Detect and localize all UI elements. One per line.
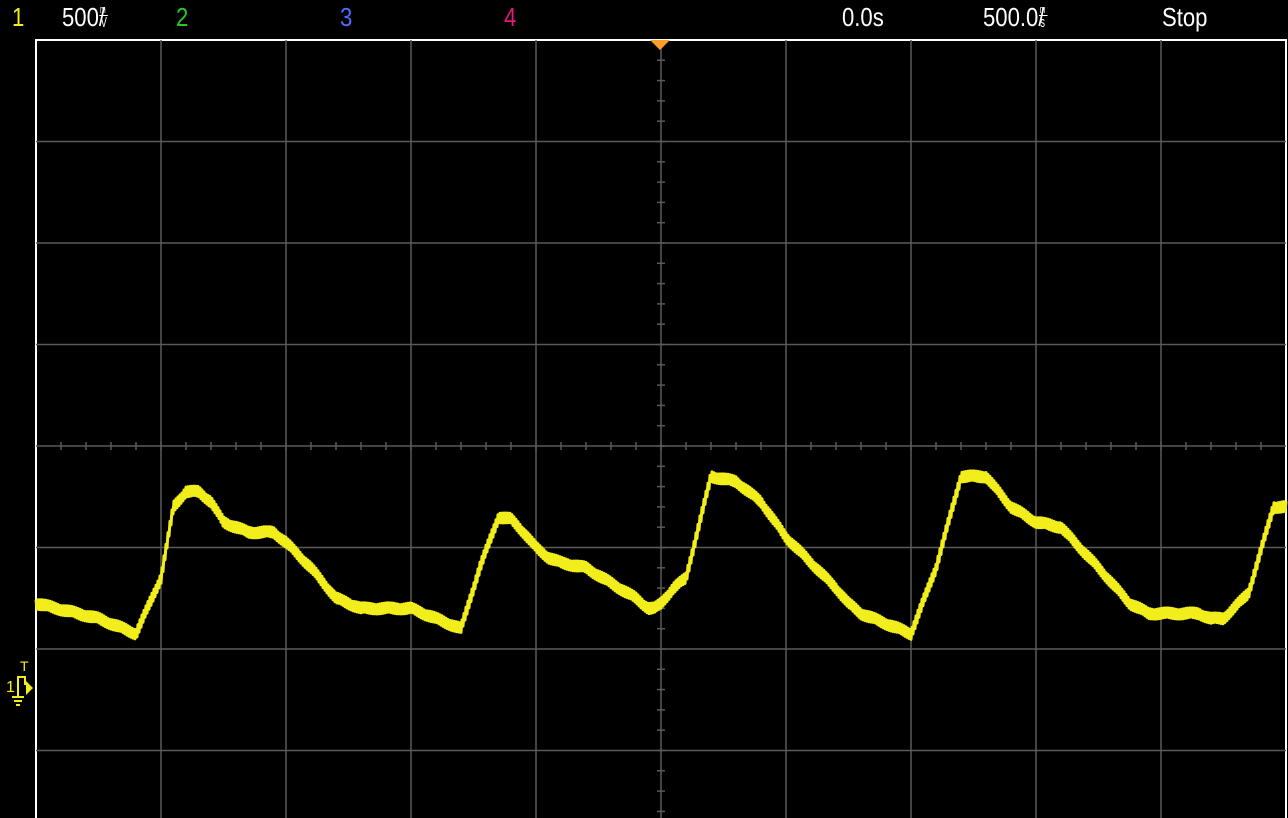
graticule (35, 39, 1287, 818)
timebase-value: 500.0 (983, 2, 1039, 32)
ch1-trace (34, 469, 1288, 641)
ground-channel-label: 1 (6, 679, 15, 696)
status-bar: 1 500 m V/ 2 3 4 0.0s 500.0 m s / Stop (0, 0, 1288, 36)
run-status[interactable]: Stop (1162, 2, 1208, 32)
waveform-display[interactable] (0, 36, 1288, 818)
traces (34, 469, 1288, 641)
ch3-label[interactable]: 3 (340, 2, 353, 32)
trigger-level-label: T (20, 658, 29, 674)
time-position[interactable]: 0.0s (842, 2, 884, 32)
trigger-position-icon[interactable] (650, 40, 670, 50)
ch4-label[interactable]: 4 (504, 2, 517, 32)
ch2-label[interactable]: 2 (176, 2, 189, 32)
ch1-scale-value: 500 (62, 2, 99, 32)
ch1-label[interactable]: 1 (12, 2, 25, 32)
ch1-ground-reference-icon[interactable]: T 1 (3, 655, 37, 715)
timebase-scale[interactable]: 500.0 m s / (983, 2, 1048, 32)
ch1-scale[interactable]: 500 m V / (62, 2, 109, 32)
graticule-ticks (60, 59, 1262, 813)
